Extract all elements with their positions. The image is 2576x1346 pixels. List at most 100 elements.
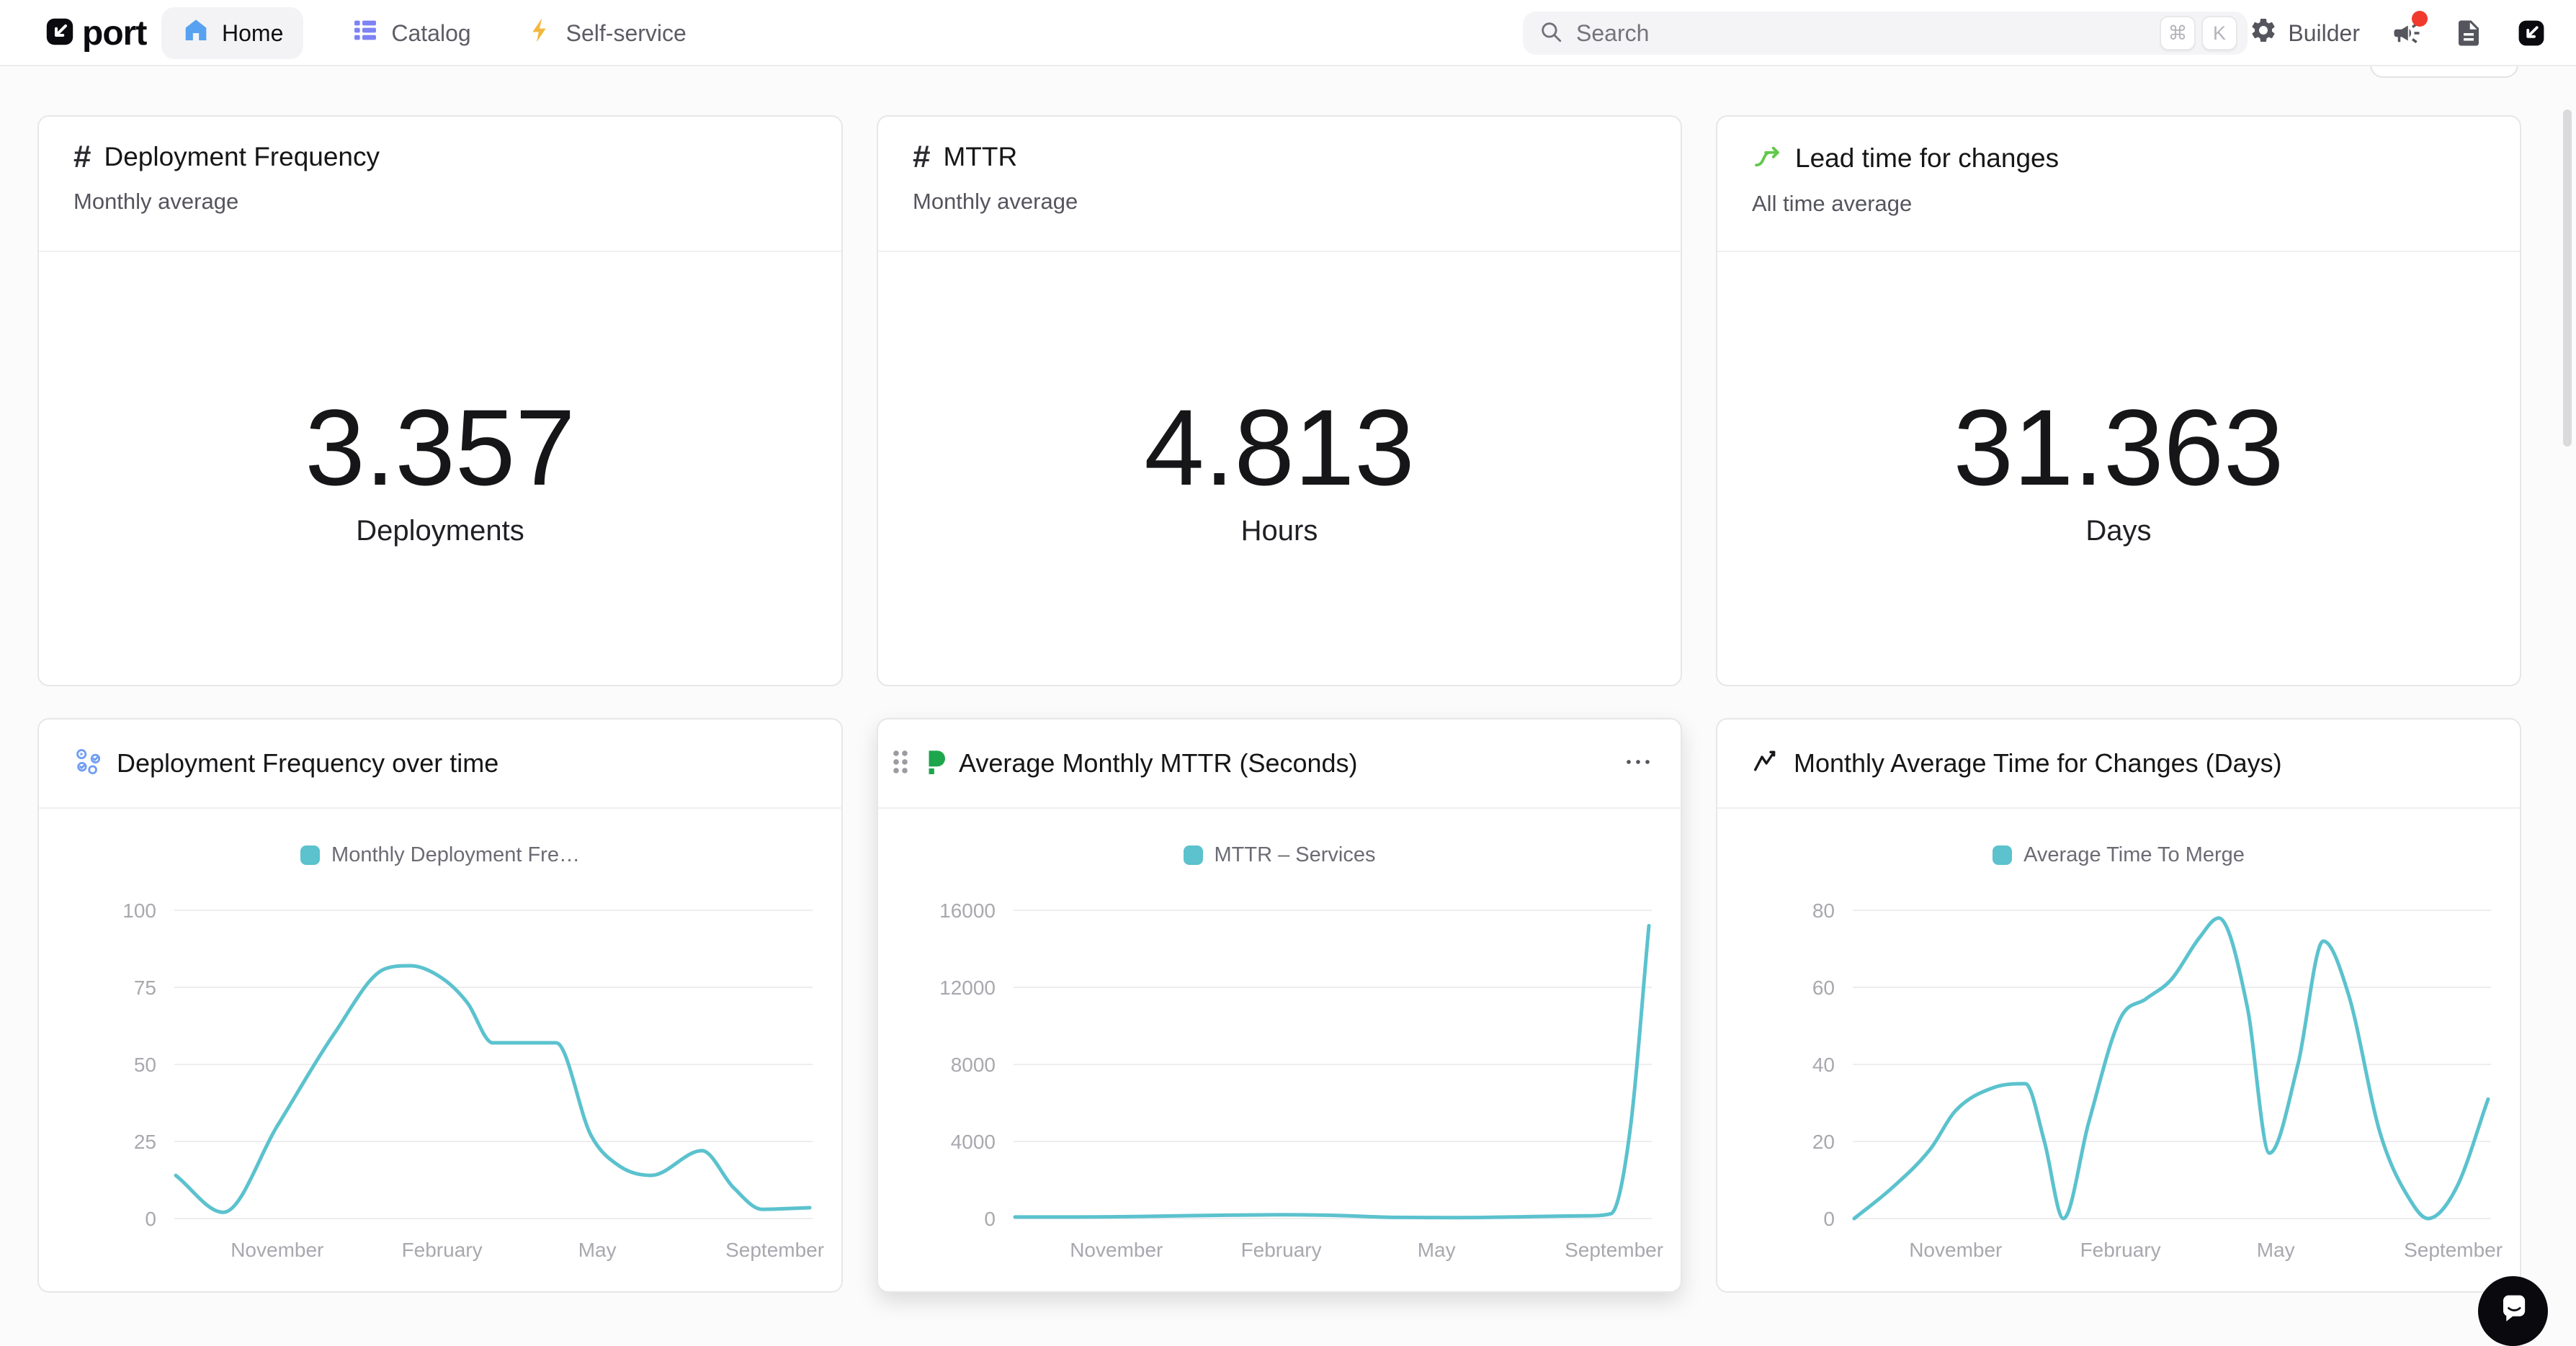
trend-line-icon (1752, 748, 1781, 780)
svg-text:40: 40 (1812, 1054, 1835, 1076)
stat-card-header: # MTTR Monthly average (878, 117, 1681, 252)
builder-button[interactable]: Builder (2249, 16, 2360, 50)
svg-text:September: September (1565, 1239, 1663, 1261)
drag-handle-icon[interactable] (890, 748, 910, 780)
legend-swatch (1183, 845, 1203, 865)
gear-icon (2249, 16, 2278, 50)
chart-legend[interactable]: MTTR – Services (878, 843, 1681, 867)
stat-unit: Deployments (356, 515, 524, 547)
svg-text:60: 60 (1812, 977, 1835, 999)
announcements-button[interactable] (2392, 11, 2428, 48)
stat-card-deployment-frequency: # Deployment Frequency Monthly average 3… (37, 115, 843, 686)
stat-value: 4.813 (1144, 387, 1415, 508)
port-app-icon[interactable] (2515, 17, 2547, 49)
tab-catalog-label: Catalog (391, 19, 471, 46)
stat-unit: Days (2085, 515, 2152, 547)
port-logo[interactable]: port (43, 0, 147, 66)
stat-card-mttr: # MTTR Monthly average 4.813 Hours (877, 115, 1682, 686)
svg-text:100: 100 (122, 899, 156, 922)
svg-text:50: 50 (134, 1054, 156, 1076)
chat-bubble-icon (2493, 1289, 2533, 1333)
svg-text:September: September (2404, 1239, 2503, 1261)
docs-button[interactable] (2454, 18, 2484, 48)
legend-swatch (300, 845, 321, 865)
stat-card-lead-time: Lead time for changes All time average 3… (1716, 115, 2521, 686)
stat-title: Lead time for changes (1795, 143, 2060, 173)
chart-card-header: Deployment Frequency over time (39, 719, 841, 809)
stat-card-header: # Deployment Frequency Monthly average (39, 117, 841, 252)
builder-label: Builder (2288, 19, 2360, 46)
svg-text:May: May (2257, 1239, 2295, 1261)
svg-text:0: 0 (1823, 1208, 1835, 1230)
main-nav-tabs: Home Catalog Self-service (161, 0, 694, 66)
chat-launcher-button[interactable] (2478, 1276, 2548, 1346)
stat-title: MTTR (943, 142, 1018, 171)
svg-text:November: November (1070, 1239, 1163, 1261)
home-icon (182, 16, 210, 50)
legend-label: Average Time To Merge (2023, 843, 2245, 866)
global-search[interactable]: ⌘ K (1523, 12, 2248, 55)
navbar-actions: Builder (2249, 0, 2547, 66)
svg-text:8000: 8000 (951, 1054, 996, 1076)
search-input[interactable] (1575, 19, 2154, 48)
chart-legend[interactable]: Average Time To Merge (1717, 843, 2520, 867)
lightning-icon (526, 16, 555, 50)
cmd-keycap: ⌘ (2160, 16, 2196, 50)
pagerduty-icon (920, 748, 949, 780)
svg-text:February: February (2080, 1239, 2161, 1261)
svg-text:November: November (1909, 1239, 2002, 1261)
catalog-list-icon (351, 16, 380, 50)
ellipsis-menu-icon[interactable] (1623, 757, 1655, 770)
tab-self-service-label: Self-service (565, 19, 687, 46)
chart-card-header: Monthly Average Time for Changes (Days) (1717, 719, 2520, 809)
stat-value: 3.357 (305, 387, 576, 508)
svg-text:0: 0 (984, 1208, 996, 1230)
hash-icon: # (913, 139, 931, 174)
svg-text:February: February (1241, 1239, 1322, 1261)
merge-arrow-icon (1752, 141, 1782, 175)
svg-text:20: 20 (1812, 1131, 1835, 1153)
stat-title: Deployment Frequency (104, 142, 380, 171)
k-keycap: K (2201, 16, 2237, 50)
vertical-scrollbar-thumb[interactable] (2563, 109, 2572, 447)
chart-canvas-deployment-frequency[interactable]: 0 25 50 75 100 November February May September (39, 809, 844, 1294)
stat-subtitle: Monthly average (73, 189, 239, 214)
svg-text:September: September (725, 1239, 824, 1261)
svg-text:February: February (402, 1239, 483, 1261)
chart-canvas-mttr[interactable]: 0 4000 8000 12000 16000 November February May Se… (878, 809, 1683, 1294)
svg-text:12000: 12000 (939, 977, 996, 999)
notification-dot (2412, 11, 2428, 27)
chart-canvas-time-for-changes[interactable]: 0 20 40 60 80 November February May September (1717, 809, 2523, 1294)
port-logo-icon (43, 15, 76, 52)
chart-card-header: Average Monthly MTTR (Seconds) (878, 719, 1681, 809)
svg-text:25: 25 (134, 1131, 156, 1153)
chart-title: Average Monthly MTTR (Seconds) (959, 748, 1358, 778)
svg-text:May: May (1418, 1239, 1456, 1261)
svg-text:4000: 4000 (951, 1131, 996, 1153)
chart-legend[interactable]: Monthly Deployment Fre… (39, 843, 841, 867)
legend-swatch (1993, 845, 2013, 865)
chart-card-deployment-frequency-over-time: Deployment Frequency over time Monthly D… (37, 718, 843, 1293)
top-navbar: port Home Catalog Self-service ⌘ K (0, 0, 2576, 66)
stat-card-header: Lead time for changes All time average (1717, 117, 2520, 252)
stat-subtitle: Monthly average (913, 189, 1078, 214)
chart-title: Monthly Average Time for Changes (Days) (1794, 748, 2282, 778)
tab-home-label: Home (222, 19, 284, 46)
svg-text:80: 80 (1812, 899, 1835, 922)
stat-value: 31.363 (1953, 387, 2284, 508)
chart-title: Deployment Frequency over time (117, 748, 499, 778)
svg-text:May: May (578, 1239, 617, 1261)
svg-text:November: November (231, 1239, 323, 1261)
brand-text: port (82, 14, 147, 53)
tab-catalog[interactable]: Catalog (344, 7, 478, 59)
legend-label: MTTR – Services (1214, 843, 1376, 866)
chart-card-monthly-average-time-for-changes: Monthly Average Time for Changes (Days) … (1716, 718, 2521, 1293)
tab-home[interactable]: Home (161, 7, 304, 59)
tab-self-service[interactable]: Self-service (519, 7, 694, 59)
search-icon (1539, 19, 1563, 48)
hash-icon: # (73, 139, 91, 174)
chart-card-average-monthly-mttr: Average Monthly MTTR (Seconds) MTTR – Se… (877, 718, 1682, 1293)
deployment-workflow-icon (73, 747, 104, 781)
stat-unit: Hours (1240, 515, 1318, 547)
svg-text:0: 0 (145, 1208, 156, 1230)
